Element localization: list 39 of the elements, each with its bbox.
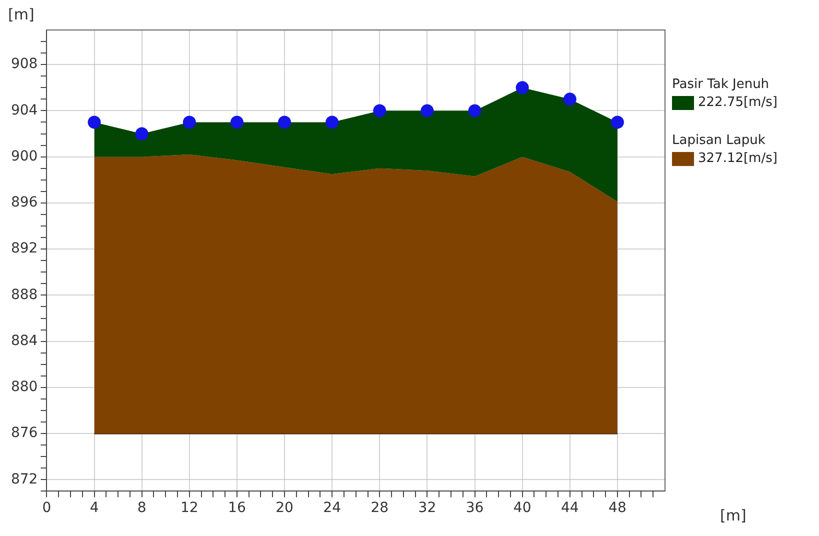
x-tick-label: 24 [323, 500, 342, 516]
y-tick-label: 872 [10, 471, 38, 488]
y-axis-title: [m] [8, 5, 34, 24]
point [88, 116, 101, 129]
point [326, 116, 339, 129]
x-tick-label: 0 [42, 500, 52, 516]
y-tick-label: 908 [10, 56, 38, 72]
point [278, 116, 292, 129]
x-tick-label: 44 [560, 500, 579, 516]
point [516, 81, 529, 94]
x-axis-title: [m] [720, 506, 746, 525]
point [182, 116, 196, 129]
point [610, 116, 624, 129]
y-tick-label: 904 [10, 102, 38, 118]
y-tick-label: 892 [10, 240, 38, 257]
point [373, 104, 386, 118]
text: Lapisan Lapuk 327.12[m/s] [672, 132, 778, 168]
point [563, 92, 576, 106]
y-tick-label: 884 [10, 332, 38, 349]
x-tick-label: 20 [276, 500, 294, 516]
x-tick-label: 12 [180, 500, 198, 516]
x-tick-label: 48 [608, 500, 626, 516]
x-tick-label: 8 [137, 500, 146, 516]
point [230, 116, 244, 129]
y-tick-label: 888 [10, 286, 38, 303]
y-tick-label: 880 [10, 379, 38, 396]
y-tick-label: 896 [10, 194, 38, 211]
point [468, 104, 482, 118]
x-tick-label: 40 [513, 500, 532, 516]
text: Pasir Tak Jenuh 222.75[m/s] [672, 76, 778, 112]
x-tick-label: 32 [418, 500, 436, 516]
y-tick-label: 876 [10, 425, 38, 442]
x-tick-label: 16 [228, 500, 246, 516]
x-tick-label: 4 [90, 500, 99, 516]
x-tick-label: 28 [370, 500, 389, 516]
point [420, 104, 434, 118]
y-tick-label: 900 [10, 148, 38, 164]
x-tick-label: 36 [466, 500, 484, 516]
point [135, 127, 148, 140]
